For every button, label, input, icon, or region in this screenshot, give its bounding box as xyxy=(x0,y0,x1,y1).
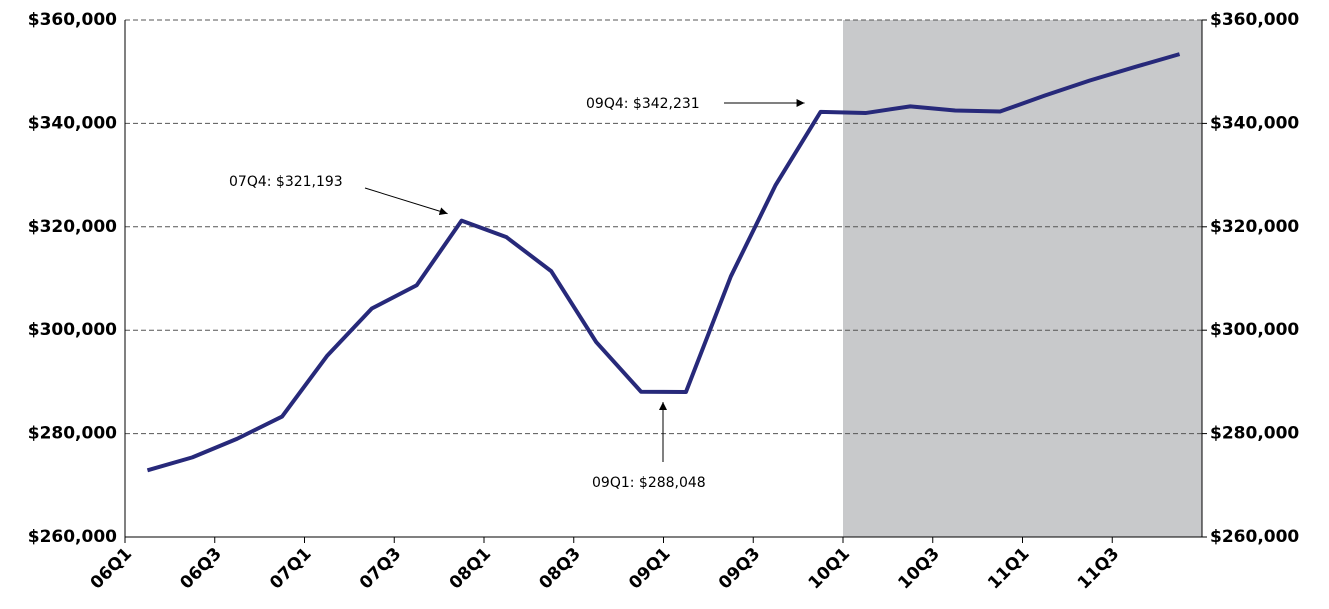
annotation: 09Q4: $342,231 xyxy=(586,96,700,112)
x-tick-label: 11Q3 xyxy=(1074,544,1123,593)
annotation: 09Q1: $288,048 xyxy=(592,475,706,491)
x-tick-label: 10Q3 xyxy=(894,544,943,593)
annotation: 07Q4: $321,193 xyxy=(229,174,343,190)
y-tick-label: $320,000 xyxy=(28,217,117,237)
y-tick-label: $260,000 xyxy=(28,527,117,547)
annotation-arrow xyxy=(364,187,448,216)
y-tick-label: $300,000 xyxy=(28,320,117,340)
y2-tick-label: $300,000 xyxy=(1210,320,1299,340)
y2-tick-label: $340,000 xyxy=(1210,113,1299,133)
x-tick-label: 06Q1 xyxy=(87,544,136,593)
y2-tick-label: $320,000 xyxy=(1210,217,1299,237)
x-tick-label: 07Q3 xyxy=(356,544,405,593)
x-tick-label: 08Q3 xyxy=(535,544,584,593)
y-tick-label: $340,000 xyxy=(28,113,117,133)
y-tick-label: $280,000 xyxy=(28,424,117,444)
x-tick-label: 06Q3 xyxy=(176,544,225,593)
y2-tick-label: $260,000 xyxy=(1210,527,1299,547)
forecast-shade xyxy=(843,20,1202,537)
x-tick-label: 10Q1 xyxy=(805,544,854,593)
series-line xyxy=(146,52,1181,473)
y2-tick-label: $360,000 xyxy=(1210,10,1299,30)
x-tick-label: 09Q3 xyxy=(715,544,764,593)
x-tick-label: 07Q1 xyxy=(266,544,315,593)
x-tick-label: 08Q1 xyxy=(446,544,495,593)
x-tick-label: 11Q1 xyxy=(984,544,1033,593)
x-tick-label: 09Q1 xyxy=(625,544,674,593)
y-tick-label: $360,000 xyxy=(28,10,117,30)
y2-tick-label: $280,000 xyxy=(1210,424,1299,444)
